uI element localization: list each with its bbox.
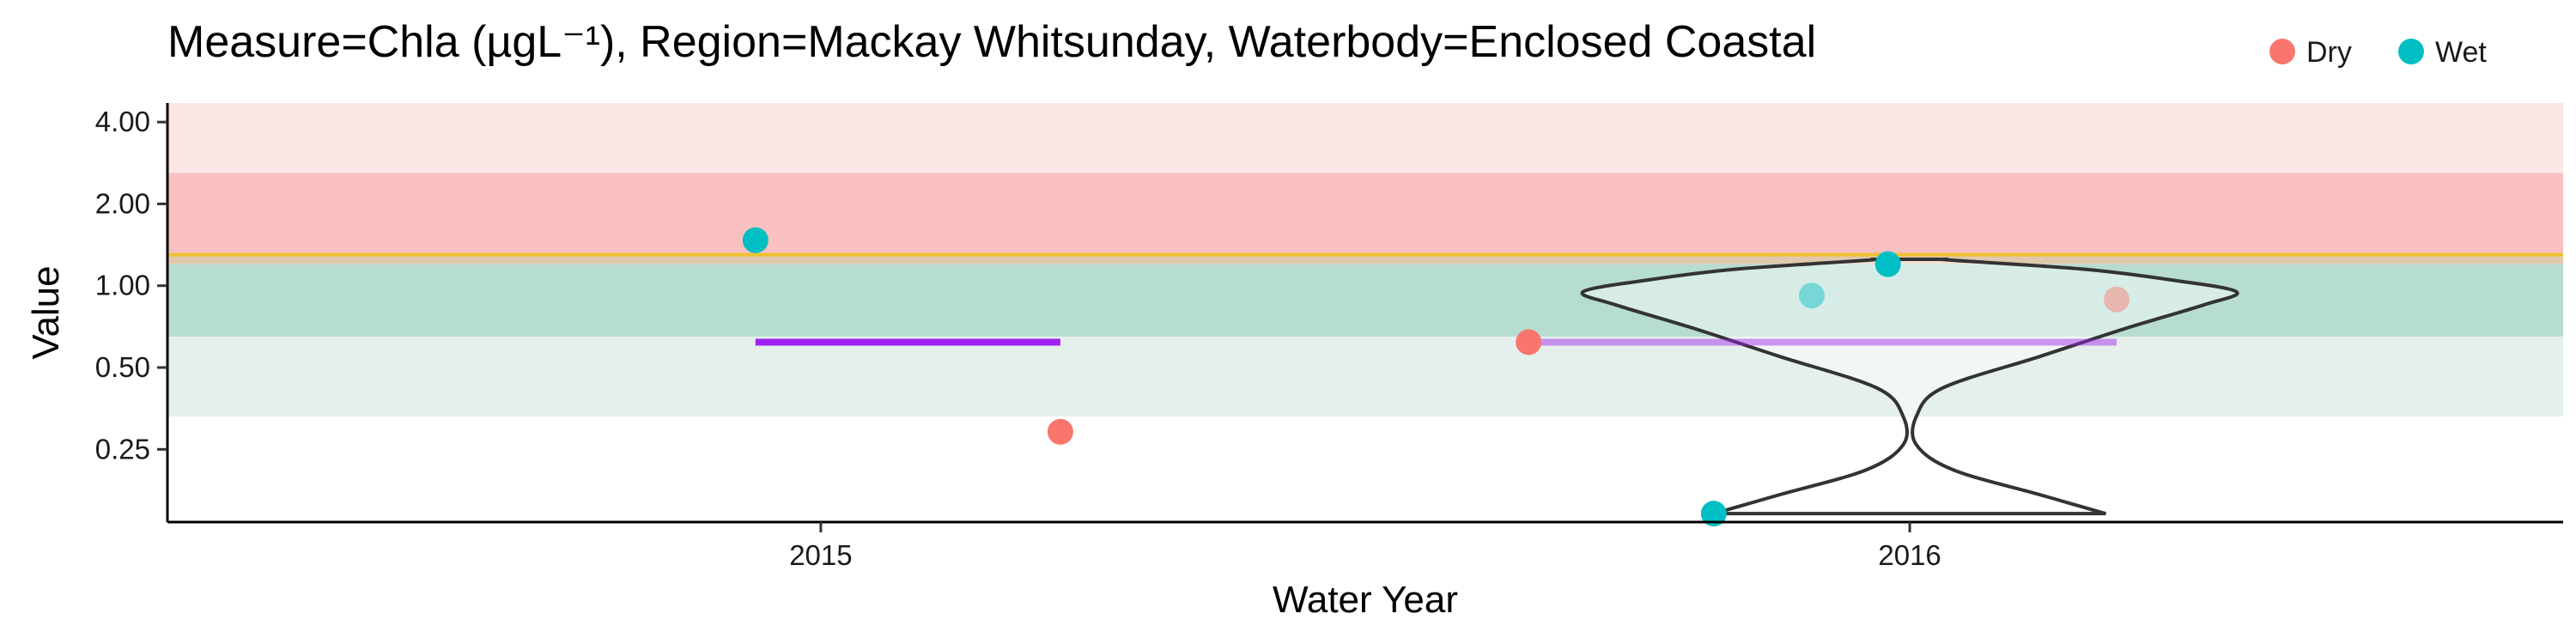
y-tick-label: 0.25	[95, 433, 150, 465]
y-tick-label: 0.50	[95, 351, 150, 383]
chart-title: Measure=Chla (µgL⁻¹), Region=Mackay Whit…	[167, 17, 1816, 67]
x-tick-label: 2015	[789, 539, 852, 571]
data-point-dry	[2104, 286, 2130, 313]
x-tick-label: 2016	[1878, 539, 1941, 571]
points-layer	[742, 227, 2130, 527]
data-point-wet	[1874, 251, 1901, 277]
legend-label-wet: Wet	[2435, 36, 2487, 69]
legend-key-dry	[2269, 39, 2295, 64]
x-ticks: 2015 2016	[789, 522, 1941, 571]
data-point-wet	[1700, 501, 1727, 527]
data-point-wet	[742, 227, 769, 253]
y-tick-label: 1.00	[95, 270, 150, 301]
x-axis-title: Water Year	[1273, 579, 1458, 621]
data-point-dry	[1047, 418, 1073, 445]
y-axis-title: Value	[25, 265, 67, 359]
threshold-band	[167, 103, 2563, 173]
data-point-wet	[1798, 283, 1825, 309]
violin-shape	[1580, 257, 2239, 516]
violin-layer	[1580, 257, 2239, 516]
y-ticks: 0.25 0.50 1.00 2.00 4.00	[95, 106, 167, 465]
data-point-dry	[1516, 329, 1542, 355]
legend-label-dry: Dry	[2306, 36, 2352, 69]
y-tick-label: 4.00	[95, 106, 150, 137]
y-tick-label: 2.00	[95, 187, 150, 219]
threshold-band	[167, 336, 2563, 417]
legend: Dry Wet	[2269, 36, 2487, 69]
threshold-band	[167, 173, 2563, 255]
threshold-band	[167, 254, 2563, 264]
legend-key-wet	[2398, 39, 2424, 64]
background-bands	[167, 103, 2563, 417]
threshold-band	[167, 264, 2563, 337]
